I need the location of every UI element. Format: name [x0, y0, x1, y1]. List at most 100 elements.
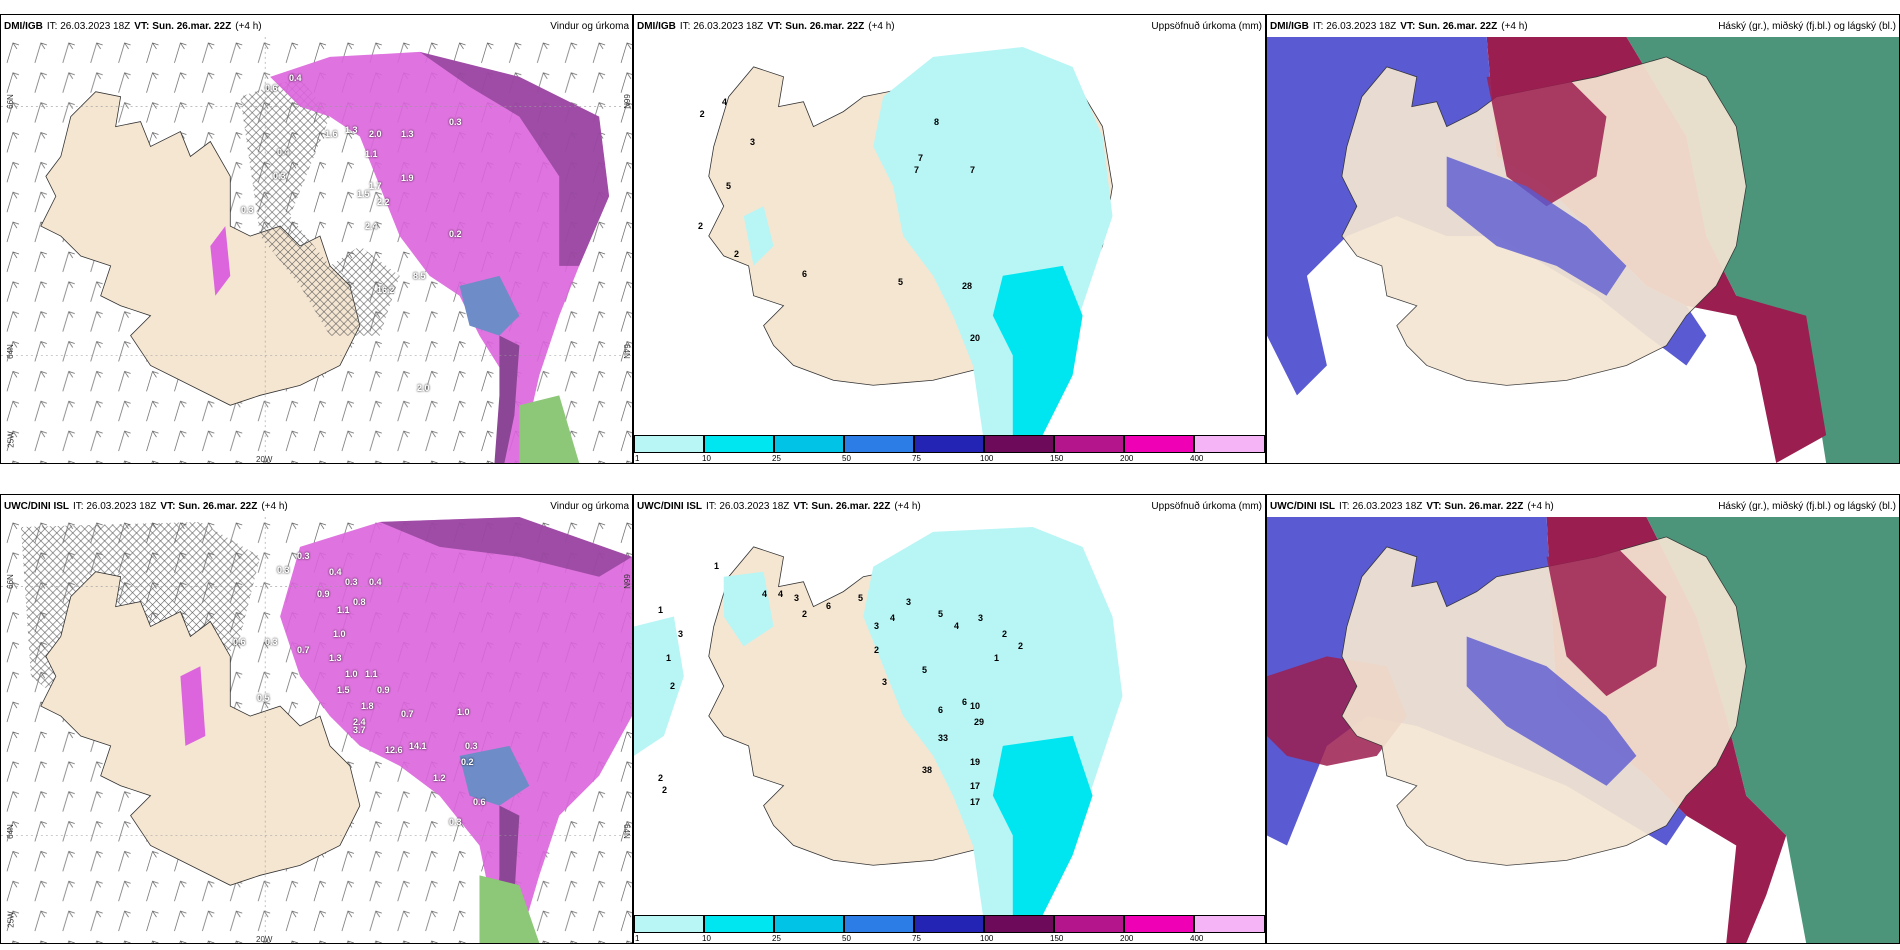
map-value-label: 19: [970, 757, 981, 767]
product-name: Uppsöfnuð úrkoma (mm): [1151, 500, 1262, 512]
map-value-label: 7: [914, 165, 920, 175]
map-value-label: 1.1: [337, 605, 350, 615]
map-value-label: 17: [970, 797, 981, 807]
map-value-label: 1.9: [401, 173, 414, 183]
map-canvas: [1, 37, 632, 463]
map-value-label: 6: [962, 697, 968, 707]
map-value-label: 1.5: [357, 189, 370, 199]
map-value-label: 5: [938, 609, 944, 619]
map-value-label: 2: [1002, 629, 1008, 639]
map-value-label: 6: [802, 269, 808, 279]
low-cloud-overlay: [1446, 156, 1627, 296]
map-value-label: 4: [954, 621, 960, 631]
panel-header: DMI/IGB IT: 26.03.2023 18Z VT: Sun. 26.ma…: [1, 15, 632, 37]
map-accum-precip: 1 3 1 2 1 4 4 3 2 6 5 3 4 3 5 4 3 2 2 1 2 3 5 6 6 10 29 33 38 19 17 17 2…: [634, 517, 1265, 915]
model-name: DMI/IGB: [637, 20, 676, 32]
map-value-label: 7: [970, 165, 976, 175]
map-value-label: 10: [970, 701, 981, 711]
colorbar-tick: 1: [635, 454, 640, 463]
colorbar-swatch: [634, 435, 704, 453]
map-value-label: 2.0: [417, 382, 430, 393]
colorbar-tick: 75: [912, 454, 921, 463]
colorbar-tick: 50: [842, 454, 851, 463]
lon-label-left: 25W: [6, 431, 16, 448]
mid-cloud-overlay: [1486, 76, 1607, 207]
colorbar-tick: 10: [702, 934, 711, 943]
colorbar-tick: 400: [1190, 934, 1204, 943]
panel-header: DMI/IGB IT: 26.03.2023 18Z VT: Sun. 26.ma…: [1267, 15, 1899, 37]
map-value-label: 2: [670, 681, 676, 691]
map-value-label: 0.7: [401, 709, 414, 719]
map-canvas: [634, 526, 1123, 915]
colorbar-tick: 200: [1120, 454, 1134, 463]
map-value-label: 0.9: [377, 685, 390, 695]
map-value-label: 33: [938, 733, 949, 743]
map-value-label: 0.6: [233, 637, 246, 647]
init-time: 26.03.2023 18Z: [1326, 20, 1397, 32]
map-value-label: 29: [974, 717, 985, 727]
lat-label-top: 66N: [5, 94, 15, 109]
map-value-label: 2.2: [377, 197, 390, 207]
map-value-label: 1.0: [345, 669, 358, 679]
map-value-label: 4: [890, 613, 896, 623]
valid-time: Sun. 26.mar. 22Z: [811, 500, 891, 512]
map-value-label: 0.4: [329, 566, 342, 577]
panel-header: DMI/IGB IT: 26.03.2023 18Z VT: Sun. 26.ma…: [634, 15, 1265, 37]
colorbar-swatch: [844, 915, 914, 933]
product-name: Vindur og úrkoma: [550, 500, 629, 512]
map-value-label: 1.2: [433, 773, 446, 783]
map-value-label: 3: [874, 621, 880, 631]
model-name: UWC/DINI ISL: [1270, 500, 1335, 512]
map-value-label: 4: [722, 97, 728, 107]
map-value-label: 0.6: [265, 83, 278, 94]
panel-header: UWC/DINI ISL IT: 26.03.2023 18Z VT: Sun. …: [1267, 495, 1899, 517]
init-label: IT:: [1312, 20, 1324, 32]
init-time: 26.03.2023 18Z: [693, 20, 764, 32]
init-label: IT:: [46, 20, 58, 32]
colorbar-tick: 100: [980, 454, 994, 463]
colorbar-swatch: [634, 915, 704, 933]
valid-label: VT:: [767, 20, 783, 32]
colorbar-tick: 75: [912, 934, 921, 943]
colorbar-swatch: [1054, 435, 1124, 453]
colorbar: 1 10 25 50 75 100 150 200 400: [634, 915, 1265, 943]
map-value-label: 2: [699, 109, 705, 119]
init-label: IT:: [706, 500, 717, 512]
map-value-label: 1.3: [345, 125, 358, 135]
map-value-label: 1.0: [333, 629, 346, 639]
map-value-label: 5: [858, 593, 864, 603]
valid-time: Sun. 26.mar. 22Z: [1418, 20, 1498, 32]
mid-cloud-overlay: [1546, 546, 1667, 697]
map-value-label: 0.3: [345, 577, 358, 587]
small-precip-west: [210, 226, 231, 296]
map-value-label: 3: [906, 597, 912, 607]
map-wind-precip: 66N 64N 25W 20W 66N 64N 0.3 0.3 0.4 0.3 0.4 0…: [1, 517, 632, 943]
valid-time: Sun. 26.mar. 22Z: [1444, 500, 1524, 512]
map-value-label: 12.6: [385, 745, 403, 755]
lat-label-right-top: 66N: [621, 94, 631, 109]
lon-label: 20W: [256, 455, 273, 464]
map-value-label: 0.3: [273, 171, 286, 182]
valid-label: VT:: [793, 500, 809, 512]
valid-label: VT:: [1426, 500, 1442, 512]
colorbar-tick: 50: [842, 934, 851, 943]
map-value-label: 1.3: [401, 129, 414, 139]
lead-time: (+4 h): [1527, 500, 1554, 512]
precip-light-coast: [723, 571, 774, 647]
init-time: 26.03.2023 18Z: [86, 500, 157, 512]
valid-time: Sun. 26.mar. 22Z: [178, 500, 258, 512]
colorbar-tick: 100: [980, 934, 994, 943]
lat-label-right-top: 66N: [621, 574, 631, 589]
panel-uwc-clouds: UWC/DINI ISL IT: 26.03.2023 18Z VT: Sun. …: [1266, 494, 1900, 944]
map-value-label: 4: [778, 589, 784, 599]
map-value-label: 0.4: [369, 577, 382, 587]
map-value-label: 7: [918, 153, 924, 163]
map-canvas: [1267, 517, 1899, 943]
map-value-label: 8: [934, 117, 940, 127]
colorbar-tick: 150: [1050, 454, 1064, 463]
map-value-label: 2: [874, 645, 880, 655]
colorbar-swatch: [704, 435, 774, 453]
map-value-label: 0.4: [277, 147, 290, 158]
valid-label: VT:: [160, 500, 176, 512]
colorbar-swatch: [1194, 435, 1265, 453]
